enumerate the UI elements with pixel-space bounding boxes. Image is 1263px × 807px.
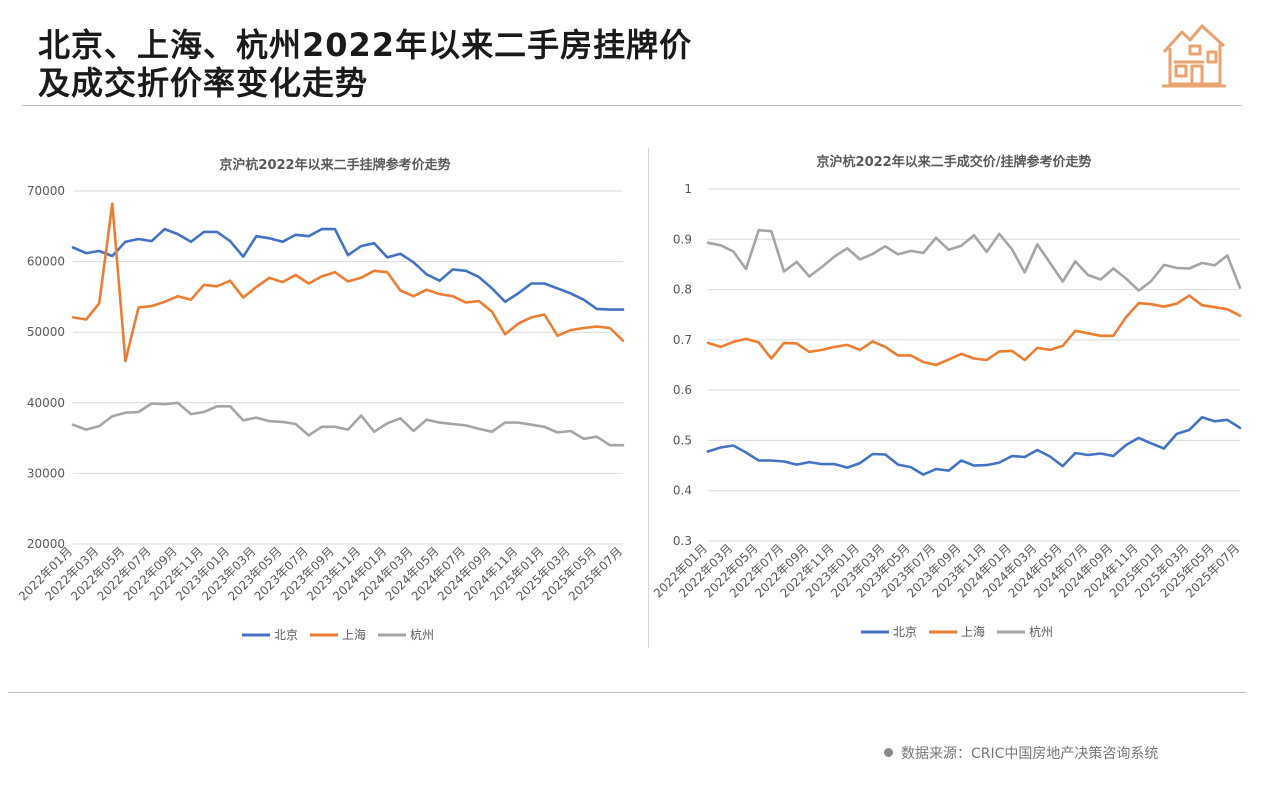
data-source-text: 数据来源：CRIC中国房地产决策咨询系统 [901,746,1159,762]
page-title: 北京、上海、杭州2022年以来二手房挂牌价 及成交折价率变化走势 [38,26,692,102]
legend-label-beijing: 北京 [893,625,917,639]
y-tick-label: 30000 [27,466,65,480]
y-tick-label: 0.3 [673,534,692,548]
series-line-beijing [706,415,1242,476]
y-tick-label: 50000 [27,325,65,339]
series-line-shanghai [71,202,625,363]
legend-label-hangzhou: 杭州 [410,627,434,642]
chart-title: 京沪杭2022年以来二手挂牌参考价走势 [219,157,450,173]
y-tick-label: 0.7 [673,333,692,347]
series-line-hangzhou [706,228,1242,292]
data-source: 数据来源：CRIC中国房地产决策咨询系统 [884,743,1158,763]
y-tick-label: 40000 [27,396,65,410]
legend-label-hangzhou: 杭州 [1029,624,1053,639]
y-tick-label: 0.4 [673,484,692,498]
legend-label-shanghai: 上海 [342,627,366,642]
y-tick-label: 60000 [27,255,65,269]
legend-label-shanghai: 上海 [961,624,985,639]
y-tick-label: 0.6 [673,383,692,397]
series-line-beijing [71,227,625,311]
y-tick-label: 1 [684,182,692,196]
footer-divider [8,692,1246,693]
y-tick-label: 0.9 [673,232,692,246]
title-divider [22,105,1242,106]
page-title-line-1: 北京、上海、杭州2022年以来二手房挂牌价 [38,26,693,64]
y-tick-label: 0.5 [673,433,692,447]
listing-price-chart: 京沪杭2022年以来二手挂牌参考价走势 70000 60000 50000 40000… [16,157,625,642]
series-line-hangzhou [71,401,625,447]
discount-ratio-chart: 京沪杭2022年以来二手成交价/挂牌参考价走势 1 0.9 0.8 0.7 0.6 0.5… [651,154,1242,639]
house-logo-icon [1162,24,1226,88]
page-title-line-2: 及成交折价率变化走势 [38,64,369,102]
y-tick-label: 20000 [27,537,65,551]
bullet-dot-icon [884,748,893,757]
chart-title: 京沪杭2022年以来二手成交价/挂牌参考价走势 [817,154,1092,170]
chart-divider [648,148,649,648]
y-tick-label: 70000 [27,184,65,198]
y-tick-label: 0.8 [673,283,692,297]
legend-label-beijing: 北京 [274,628,298,642]
series-line-shanghai [706,294,1242,367]
